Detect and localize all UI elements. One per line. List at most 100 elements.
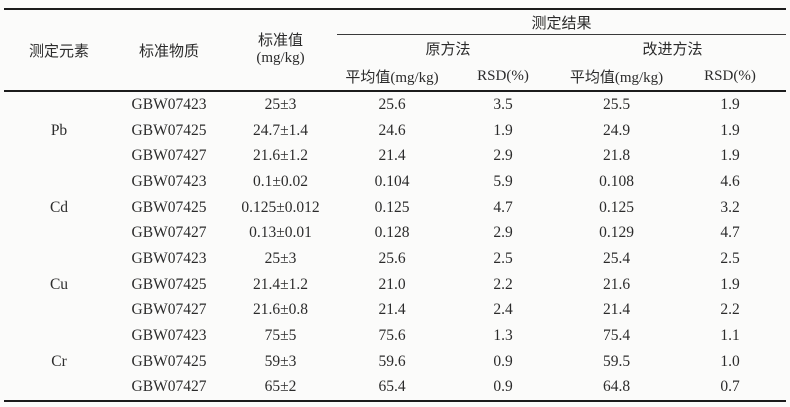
improved-mean-cell: 24.9 (602, 121, 631, 139)
header-original-method: 原方法 (425, 42, 471, 58)
improved-rsd-cell: 1.0 (720, 352, 740, 370)
header-element: 测定元素 (4, 9, 114, 92)
material-cell: GBW07425 (131, 198, 207, 216)
original-rsd-cell: 2.9 (493, 147, 513, 165)
improved-rsd-cell: 3.2 (720, 198, 740, 216)
header-rsd-improved: RSD(%) (674, 62, 787, 92)
improved-rsd-cell: 2.2 (720, 301, 740, 319)
table-row: GBW07425 0.125±0.012 0.125 4.7 0.125 3.2 (4, 195, 786, 221)
improved-rsd-cell: 1.9 (720, 121, 740, 139)
table-row: GBW07427 0.13±0.01 0.128 2.9 0.129 4.7 (4, 220, 786, 246)
original-rsd-cell: 3.5 (493, 95, 513, 113)
material-cell: GBW07427 (131, 224, 207, 242)
header-improved-method: 改进方法 (642, 42, 703, 58)
table-row: GBW07425 21.4±1.2 21.0 2.2 21.6 1.9 (4, 272, 786, 298)
table-row: Cu GBW07423 25±3 25.6 2.5 25.4 2.5 (4, 246, 786, 293)
standard-value-cell: 0.125±0.012 (241, 198, 320, 216)
original-mean-cell: 75.6 (378, 327, 406, 345)
material-cell: GBW07427 (131, 147, 207, 165)
table-header: 测定元素 标准物质 标准值 (mg/kg) 测定结果 原方法 改进方法 平均值(… (4, 9, 787, 92)
table-row: GBW07425 59±3 59.6 0.9 59.5 1.0 (4, 349, 786, 375)
table-row: GBW07427 21.6±1.2 21.4 2.9 21.8 1.9 (4, 143, 786, 169)
original-mean-cell: 24.6 (378, 121, 406, 139)
element-cell: Cd (49, 198, 69, 216)
header-row-2: 原方法 改进方法 (4, 35, 786, 63)
header-standard-value: 标准值 (mg/kg) (224, 9, 337, 92)
material-cell: GBW07425 (131, 121, 207, 139)
original-mean-cell: 25.6 (378, 249, 406, 267)
original-mean-cell: 0.104 (374, 172, 410, 190)
material-cell: GBW07423 (131, 95, 207, 113)
material-cell: GBW07423 (131, 249, 207, 267)
standard-value-cell: 21.6±1.2 (252, 147, 308, 165)
original-rsd-cell: 1.3 (493, 327, 513, 345)
improved-rsd-cell: 4.7 (720, 224, 740, 242)
standard-value-cell: 25±3 (264, 249, 297, 267)
improved-mean-cell: 21.8 (602, 147, 631, 165)
original-mean-cell: 0.128 (374, 224, 410, 242)
table-row: GBW07425 24.7±1.4 24.6 1.9 24.9 1.9 (4, 118, 786, 144)
standard-value-cell: 75±5 (264, 327, 297, 345)
table-row: GBW07427 65±2 65.4 0.9 64.8 0.7 (4, 375, 786, 402)
original-mean-cell: 0.125 (374, 198, 410, 216)
material-cell: GBW07425 (131, 275, 207, 293)
material-cell: GBW07427 (131, 301, 207, 319)
improved-mean-cell: 64.8 (602, 378, 631, 396)
original-rsd-cell: 2.2 (493, 275, 513, 293)
header-results-spanner: 测定结果 (337, 9, 787, 35)
table-row: GBW07427 21.6±0.8 21.4 2.4 21.4 2.2 (4, 298, 786, 324)
standard-value-cell: 25±3 (264, 95, 297, 113)
improved-mean-cell: 25.4 (602, 249, 631, 267)
element-cell: Pb (50, 121, 68, 139)
table-row: Cd GBW07423 0.1±0.02 0.104 5.9 0.108 4.6 (4, 169, 786, 216)
original-mean-cell: 59.6 (378, 352, 406, 370)
header-mean-original: 平均值(mg/kg) (337, 62, 447, 92)
standard-value-cell: 59±3 (264, 352, 297, 370)
improved-rsd-cell: 2.5 (720, 249, 740, 267)
improved-mean-cell: 0.129 (599, 224, 634, 242)
improved-mean-cell: 0.125 (599, 198, 634, 216)
header-row-1: 测定元素 标准物质 标准值 (mg/kg) 测定结果 (4, 9, 787, 92)
improved-mean-cell: 0.108 (599, 172, 634, 190)
improved-mean-cell: 21.4 (602, 301, 631, 319)
header-mean-improved: 平均值(mg/kg) (559, 62, 674, 92)
results-table: 测定元素 标准物质 标准值 (mg/kg) 测定结果 原方法 改进方法 平均值(… (4, 8, 787, 403)
improved-rsd-cell: 1.9 (720, 275, 740, 293)
original-rsd-cell: 5.9 (493, 172, 513, 190)
original-rsd-cell: 4.7 (493, 198, 513, 216)
improved-rsd-cell: 1.1 (720, 327, 740, 345)
original-rsd-cell: 2.4 (493, 301, 513, 319)
table-row: Pb GBW07423 25±3 25.6 3.5 25.5 1.9 (4, 91, 786, 139)
header-row-3: 平均值(mg/kg) RSD(%) 平均值(mg/kg) RSD(%) (4, 62, 787, 92)
original-mean-cell: 25.6 (378, 95, 406, 113)
improved-mean-cell: 59.5 (602, 352, 631, 370)
original-rsd-cell: 2.9 (493, 224, 513, 242)
improved-mean-cell: 25.5 (602, 95, 631, 113)
original-rsd-cell: 0.9 (493, 378, 513, 396)
original-mean-cell: 65.4 (378, 378, 406, 396)
material-cell: GBW07423 (131, 172, 207, 190)
standard-value-cell: 24.7±1.4 (252, 121, 308, 139)
header-rsd-original: RSD(%) (447, 62, 559, 92)
improved-rsd-cell: 1.9 (720, 147, 740, 165)
header-standard-value-line2: (mg/kg) (256, 50, 305, 66)
standard-value-cell: 65±2 (264, 378, 297, 396)
original-rsd-cell: 1.9 (493, 121, 513, 139)
standard-value-cell: 0.13±0.01 (249, 224, 312, 242)
improved-rsd-cell: 4.6 (720, 172, 740, 190)
element-cell: Cr (51, 352, 67, 370)
standard-value-cell: 21.6±0.8 (252, 301, 308, 319)
original-mean-cell: 21.4 (378, 147, 406, 165)
original-mean-cell: 21.4 (378, 301, 406, 319)
standard-value-cell: 0.1±0.02 (252, 172, 308, 190)
standard-value-cell: 21.4±1.2 (252, 275, 308, 293)
material-cell: GBW07427 (131, 378, 207, 396)
improved-rsd-cell: 0.7 (720, 378, 740, 396)
original-mean-cell: 21.0 (378, 275, 406, 293)
material-cell: GBW07423 (131, 327, 207, 345)
original-rsd-cell: 2.5 (493, 249, 513, 267)
element-cell: Cu (49, 275, 69, 293)
improved-mean-cell: 75.4 (602, 327, 631, 345)
improved-rsd-cell: 1.9 (720, 95, 740, 113)
header-material: 标准物质 (114, 9, 224, 92)
